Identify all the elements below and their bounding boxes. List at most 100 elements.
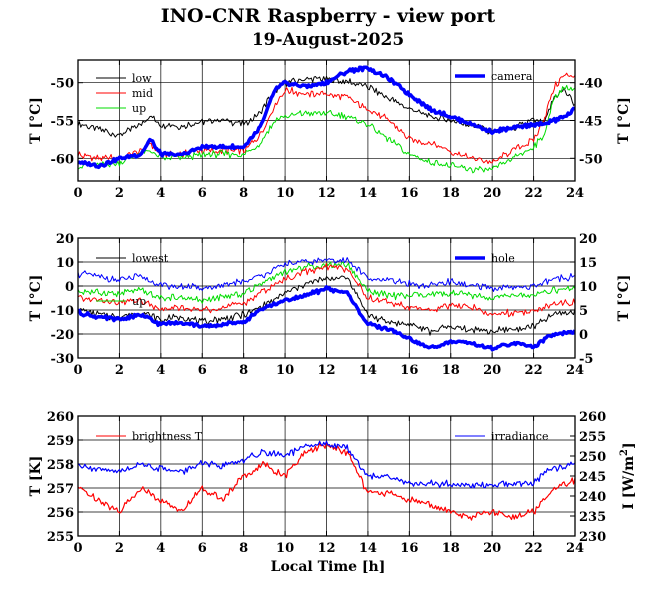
y-axis-label: T [°C] bbox=[28, 97, 44, 144]
y-tick-label: -10 bbox=[51, 304, 75, 319]
x-tick-label: 24 bbox=[566, 541, 584, 556]
y-tick-label: -60 bbox=[51, 152, 75, 167]
x-tick-label: 20 bbox=[483, 541, 501, 556]
x-tick-label: 10 bbox=[276, 363, 294, 378]
x-tick-label: 8 bbox=[239, 541, 248, 556]
y-tick-label: 20 bbox=[56, 232, 74, 247]
plot-frame bbox=[77, 59, 576, 182]
x-tick-label: 22 bbox=[525, 541, 543, 556]
y2-tick-label: -5 bbox=[579, 352, 593, 367]
y-tick-label: 257 bbox=[47, 482, 74, 497]
x-tick-label: 12 bbox=[317, 363, 335, 378]
chart-subtitle: 19-August-2025 bbox=[252, 30, 404, 50]
series-line-up bbox=[78, 261, 575, 304]
x-tick-label: 8 bbox=[239, 363, 248, 378]
x-tick-label: 24 bbox=[566, 186, 584, 201]
x-tick-label: 6 bbox=[198, 363, 207, 378]
y2-tick-label: 250 bbox=[579, 450, 606, 465]
y2-tick-label: 20 bbox=[579, 232, 597, 247]
y-tick-label: 260 bbox=[47, 410, 74, 425]
y2-tick-label: 245 bbox=[579, 470, 606, 485]
series-line-camera bbox=[78, 65, 575, 170]
y2-tick-label: -45 bbox=[579, 115, 603, 130]
y2-tick-label: 255 bbox=[579, 430, 606, 445]
legend-label: camera bbox=[491, 70, 533, 83]
x-axis-label: Local Time [h] bbox=[271, 559, 386, 575]
legend-label: lowest bbox=[132, 252, 169, 265]
y2-tick-label: 240 bbox=[579, 490, 606, 505]
y2-axis-label: T [°C] bbox=[616, 275, 632, 322]
y2-tick-label: 260 bbox=[579, 410, 606, 425]
x-tick-label: 18 bbox=[442, 186, 460, 201]
plot-frame bbox=[77, 237, 576, 359]
y-tick-label: 256 bbox=[47, 506, 74, 521]
y-tick-label: 255 bbox=[47, 530, 74, 545]
legend-label: up bbox=[132, 295, 146, 308]
x-tick-label: 2 bbox=[115, 186, 124, 201]
legend-label: hole bbox=[491, 252, 515, 265]
y2-tick-label: 15 bbox=[579, 256, 597, 271]
series-line-red-trace bbox=[78, 262, 575, 318]
x-tick-label: 18 bbox=[442, 363, 460, 378]
legend-label: low bbox=[132, 72, 152, 85]
y-tick-label: 259 bbox=[47, 434, 74, 449]
series-line-lowest bbox=[78, 275, 575, 336]
series-line-hole bbox=[78, 285, 575, 352]
y-tick-label: 258 bbox=[47, 458, 74, 473]
x-tick-label: 22 bbox=[525, 363, 543, 378]
y-tick-label: -30 bbox=[51, 352, 75, 367]
x-tick-label: 0 bbox=[73, 541, 82, 556]
legend-label: irradiance bbox=[491, 430, 548, 443]
x-tick-label: 16 bbox=[400, 186, 418, 201]
legend-label: up bbox=[132, 102, 146, 115]
x-tick-label: 8 bbox=[239, 186, 248, 201]
x-tick-label: 22 bbox=[525, 186, 543, 201]
x-tick-label: 4 bbox=[156, 541, 165, 556]
series-line-irradiance bbox=[78, 440, 575, 489]
plot-panel-3: 0 2 4 6 8 10 12 14 16 18 20 22 242602592582572562552… bbox=[28, 410, 637, 556]
x-tick-label: 18 bbox=[442, 541, 460, 556]
x-tick-label: 2 bbox=[115, 363, 124, 378]
x-tick-label: 14 bbox=[359, 186, 377, 201]
y-tick-label: 0 bbox=[65, 280, 74, 295]
y2-axis-label: I [W/m2] bbox=[619, 442, 637, 509]
plot-panel-1: 0 2 4 6 8 10 12 14 16 18 20 22 24-50-55-60-40-45-50l… bbox=[28, 59, 632, 201]
plot-panels: 0 2 4 6 8 10 12 14 16 18 20 22 24-50-55-60-40-45-50l… bbox=[28, 59, 637, 556]
y-tick-label: 10 bbox=[56, 256, 74, 271]
x-tick-label: 6 bbox=[198, 541, 207, 556]
x-tick-label: 4 bbox=[156, 186, 165, 201]
y2-tick-label: 10 bbox=[579, 280, 597, 295]
y2-tick-label: 5 bbox=[579, 304, 588, 319]
y2-tick-label: 230 bbox=[579, 530, 606, 545]
x-tick-label: 20 bbox=[483, 186, 501, 201]
y2-tick-label: 0 bbox=[579, 328, 588, 343]
y2-tick-label: -50 bbox=[579, 152, 603, 167]
legend-label: brightness T bbox=[132, 430, 203, 443]
x-tick-label: 0 bbox=[73, 186, 82, 201]
plot-panel-2: 0 2 4 6 8 10 12 14 16 18 20 22 2420100-10-20-3020151… bbox=[28, 232, 632, 378]
x-tick-label: 12 bbox=[317, 541, 335, 556]
legend-label: mid bbox=[132, 87, 153, 100]
x-tick-label: 16 bbox=[400, 541, 418, 556]
x-tick-label: 2 bbox=[115, 541, 124, 556]
x-tick-label: 14 bbox=[359, 541, 377, 556]
x-tick-label: 10 bbox=[276, 541, 294, 556]
y-tick-label: -20 bbox=[51, 328, 75, 343]
x-tick-label: 10 bbox=[276, 186, 294, 201]
y2-tick-label: 235 bbox=[579, 510, 606, 525]
x-tick-label: 16 bbox=[400, 363, 418, 378]
y-axis-label: T [K] bbox=[28, 456, 44, 497]
x-tick-label: 6 bbox=[198, 186, 207, 201]
x-tick-label: 24 bbox=[566, 363, 584, 378]
plot-frame bbox=[77, 415, 576, 537]
x-tick-label: 12 bbox=[317, 186, 335, 201]
chart-title: INO-CNR Raspberry - view port bbox=[161, 5, 496, 27]
y2-axis-label: T [°C] bbox=[616, 97, 632, 144]
y-axis-label: T [°C] bbox=[28, 275, 44, 322]
x-tick-label: 20 bbox=[483, 363, 501, 378]
y-tick-label: -55 bbox=[51, 115, 75, 130]
x-tick-label: 4 bbox=[156, 363, 165, 378]
y-tick-label: -50 bbox=[51, 77, 75, 92]
series-line-blue-trace bbox=[78, 257, 575, 292]
